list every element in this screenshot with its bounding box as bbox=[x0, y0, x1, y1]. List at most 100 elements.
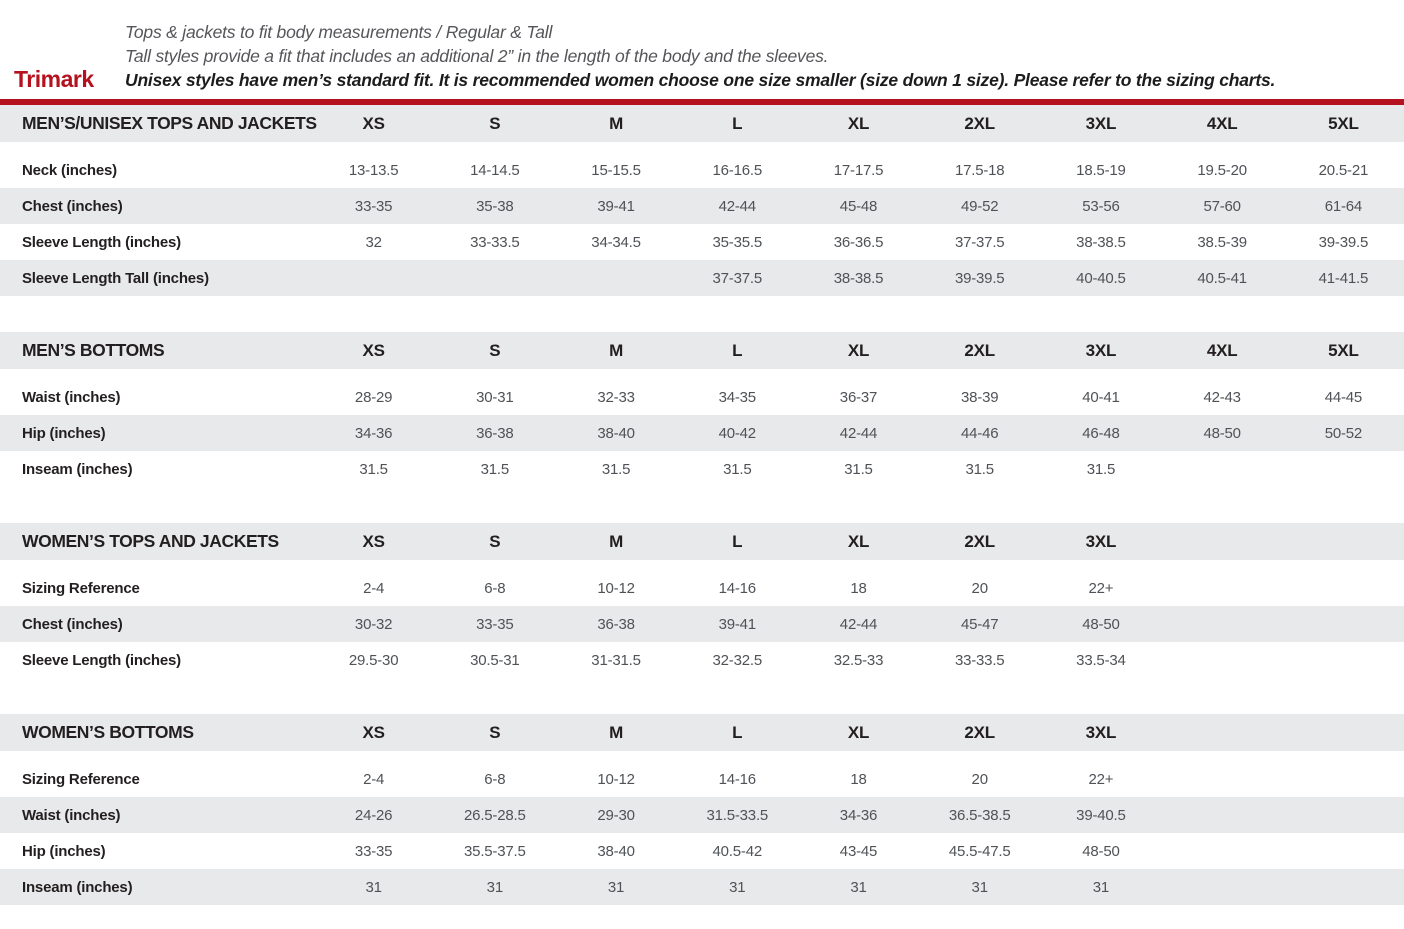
size-value-cell: 31.5 bbox=[359, 460, 388, 478]
size-value-cell: 14-14.5 bbox=[470, 161, 520, 179]
table-row: Inseam (inches) 31 31 31 31 31 31 31 bbox=[0, 869, 1404, 905]
row-label: Neck (inches) bbox=[22, 161, 117, 179]
size-value-cell bbox=[1161, 869, 1283, 905]
size-column-header: XS bbox=[313, 105, 435, 142]
size-value-cell: 38-39 bbox=[961, 388, 999, 406]
size-column-header: 2XL bbox=[919, 714, 1041, 751]
size-value-cell: 20 bbox=[971, 579, 988, 597]
size-value-cell: 53-56 bbox=[1040, 188, 1162, 224]
size-column-header: XS bbox=[313, 332, 435, 369]
size-value-cell: 36-37 bbox=[839, 388, 878, 406]
size-value-cell: 41-41.5 bbox=[1282, 260, 1404, 296]
size-value-cell bbox=[1282, 797, 1404, 833]
size-value-cell: 40-40.5 bbox=[1040, 260, 1162, 296]
size-value-cell: 48-50 bbox=[1040, 606, 1162, 642]
size-value-cell: 35-35.5 bbox=[712, 233, 763, 251]
table-row: Sleeve Length Tall (inches) 37-37.5 38-38.… bbox=[0, 260, 1404, 296]
table-header-row: MEN’S/UNISEX TOPS AND JACKETS XS S M L XL 2XL 3… bbox=[0, 105, 1404, 142]
size-value-cell: 31.5 bbox=[723, 460, 752, 478]
size-value-cell: 32.5-33 bbox=[833, 651, 884, 669]
size-value-cell: 2-4 bbox=[363, 770, 385, 788]
size-column-header: 2XL bbox=[919, 105, 1041, 142]
size-value-cell: 10-12 bbox=[597, 579, 635, 597]
size-value-cell: 26.5-28.5 bbox=[434, 797, 556, 833]
size-value-cell: 13-13.5 bbox=[348, 161, 399, 179]
size-value-cell: 34-36 bbox=[313, 415, 435, 451]
size-value-cell: 30-32 bbox=[313, 606, 435, 642]
size-column-header: S bbox=[434, 714, 556, 751]
size-value-cell: 35-38 bbox=[434, 188, 556, 224]
size-value-cell: 42-43 bbox=[1203, 388, 1241, 406]
size-column-header: M bbox=[555, 332, 677, 369]
size-value-cell: 33-35 bbox=[434, 606, 556, 642]
size-value-cell: 50-52 bbox=[1282, 415, 1404, 451]
size-column-header: XS bbox=[313, 523, 435, 560]
size-value-cell: 22+ bbox=[1088, 770, 1114, 788]
table-row: Sleeve Length (inches) 29.5-30 30.5-31 31-3… bbox=[0, 642, 1404, 678]
header-spacer bbox=[0, 751, 1404, 761]
size-value-cell: 34-34.5 bbox=[591, 233, 641, 251]
size-value-cell bbox=[555, 260, 677, 296]
size-column-header: L bbox=[676, 714, 798, 751]
size-value-cell bbox=[1162, 833, 1283, 869]
size-value-cell: 30.5-31 bbox=[470, 651, 520, 669]
size-value-cell: 28-29 bbox=[354, 388, 393, 406]
size-column-header bbox=[1161, 523, 1283, 560]
size-value-cell: 37-37.5 bbox=[676, 260, 798, 296]
size-value-cell: 32 bbox=[365, 233, 382, 251]
table-header-row: WOMEN’S TOPS AND JACKETS XS S M L XL 2XL 3XL bbox=[0, 523, 1404, 560]
size-value-cell: 45-48 bbox=[797, 188, 920, 224]
row-label: Sleeve Length (inches) bbox=[22, 651, 181, 669]
size-value-cell: 39-41 bbox=[676, 606, 798, 642]
size-value-cell: 17.5-18 bbox=[954, 161, 1005, 179]
size-value-cell: 48-50 bbox=[1161, 415, 1283, 451]
table-row: Sizing Reference 2-4 6-8 10-12 14-16 18 20 22+ bbox=[0, 761, 1404, 797]
size-value-cell: 36.5-38.5 bbox=[919, 797, 1041, 833]
size-value-cell: 33-35 bbox=[313, 188, 435, 224]
table-row: Waist (inches) 24-26 26.5-28.5 29-30 31.5-33… bbox=[0, 797, 1404, 833]
table-row: Sizing Reference 2-4 6-8 10-12 14-16 18 20 22+ bbox=[0, 570, 1404, 606]
size-value-cell: 31.5 bbox=[965, 460, 995, 478]
size-value-cell bbox=[1162, 451, 1283, 487]
header-spacer-cell bbox=[0, 369, 1404, 379]
size-value-cell: 16-16.5 bbox=[712, 161, 763, 179]
size-value-cell bbox=[1282, 869, 1404, 905]
size-value-cell: 18 bbox=[850, 770, 867, 788]
size-value-cell bbox=[1161, 797, 1283, 833]
size-value-cell: 32-32.5 bbox=[712, 651, 763, 669]
size-value-cell: 38-38.5 bbox=[797, 260, 920, 296]
size-value-cell: 31 bbox=[919, 869, 1041, 905]
table-row: Neck (inches) 13-13.5 14-14.5 15-15.5 16-16.… bbox=[0, 152, 1404, 188]
size-column-header: S bbox=[434, 523, 556, 560]
accent-divider-bar bbox=[0, 99, 1404, 105]
size-column-header: L bbox=[676, 332, 798, 369]
brand-logo: Trimark bbox=[14, 66, 94, 92]
size-column-header: XS bbox=[313, 714, 435, 751]
row-label: Inseam (inches) bbox=[22, 460, 133, 478]
size-value-cell bbox=[434, 260, 556, 296]
size-value-cell bbox=[1162, 642, 1283, 678]
size-value-cell: 6-8 bbox=[484, 579, 506, 597]
size-value-cell: 15-15.5 bbox=[591, 161, 641, 179]
size-column-header: L bbox=[676, 105, 798, 142]
size-column-header: S bbox=[434, 332, 556, 369]
size-column-header: 4XL bbox=[1161, 332, 1283, 369]
size-value-cell: 46-48 bbox=[1040, 415, 1162, 451]
size-value-cell: 31 bbox=[676, 869, 798, 905]
size-value-cell: 18.5-19 bbox=[1076, 161, 1126, 179]
size-value-cell: 61-64 bbox=[1282, 188, 1404, 224]
intro-line-3: Unisex styles have men’s standard fit. I… bbox=[125, 70, 1276, 90]
size-column-header: 3XL bbox=[1040, 714, 1162, 751]
size-value-cell: 33.5-34 bbox=[1076, 651, 1126, 669]
size-column-header: XL bbox=[797, 332, 920, 369]
size-value-cell bbox=[1283, 642, 1404, 678]
header-spacer bbox=[0, 560, 1404, 570]
size-value-cell: 20 bbox=[971, 770, 988, 788]
size-value-cell: 31.5 bbox=[480, 460, 510, 478]
size-value-cell: 14-16 bbox=[718, 770, 757, 788]
size-value-cell: 31 bbox=[1040, 869, 1162, 905]
row-label: Waist (inches) bbox=[22, 388, 121, 406]
size-value-cell: 36-38 bbox=[434, 415, 556, 451]
size-value-cell: 44-46 bbox=[919, 415, 1041, 451]
size-value-cell: 48-50 bbox=[1082, 842, 1120, 860]
